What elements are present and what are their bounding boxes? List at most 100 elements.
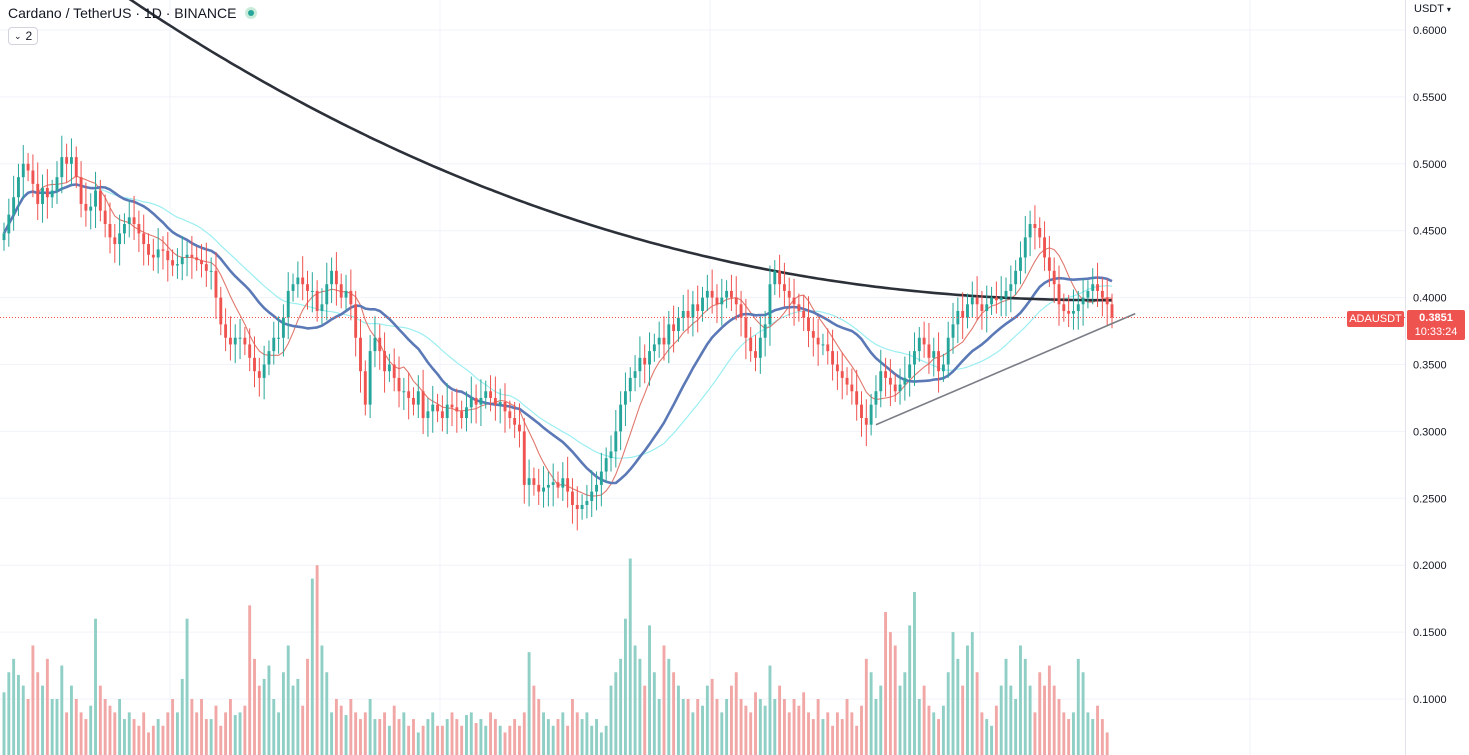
indicators-collapse-button[interactable]: ⌄ 2 xyxy=(8,27,39,45)
volume-bar xyxy=(884,612,888,755)
volume-bar xyxy=(349,699,353,755)
volume-bar xyxy=(744,705,748,755)
volume-bar xyxy=(1028,685,1032,755)
currency-selector[interactable]: USDT ▾ xyxy=(1414,3,1451,15)
price-tick-label: 0.3500 xyxy=(1413,360,1447,372)
candle-body xyxy=(445,404,449,419)
volume-bar xyxy=(835,712,839,755)
volume-bar xyxy=(469,712,473,755)
volume-bar xyxy=(917,699,921,755)
candle-body xyxy=(440,411,444,419)
candle-body xyxy=(966,304,969,318)
candle-body xyxy=(686,310,690,318)
volume-bar xyxy=(320,645,324,755)
volume-bar xyxy=(41,685,44,755)
candle-body xyxy=(1043,237,1047,258)
volume-bar xyxy=(999,685,1003,755)
candle-body xyxy=(787,290,791,298)
candle-body xyxy=(137,224,141,234)
chevron-down-icon: ▾ xyxy=(1446,5,1451,14)
candle-body xyxy=(55,177,59,191)
volume-bar xyxy=(956,658,960,755)
volume-bar xyxy=(224,712,228,755)
candle-body xyxy=(17,177,20,198)
volume-bar xyxy=(17,674,20,755)
volume-bar xyxy=(879,685,883,755)
volume-bar xyxy=(503,732,507,755)
candle-body xyxy=(739,304,743,318)
candle-body xyxy=(513,418,517,425)
candle-body xyxy=(108,224,112,238)
candle-body xyxy=(200,260,203,265)
volume-bar xyxy=(527,652,531,755)
symbol-title[interactable]: Cardano / TetherUS · 1D · BINANCE xyxy=(8,5,257,21)
candle-body xyxy=(1100,290,1104,298)
candle-body xyxy=(874,391,878,405)
candle-body xyxy=(715,297,719,305)
volume-bar xyxy=(1081,672,1085,755)
volume-bar xyxy=(113,712,117,755)
candle-body xyxy=(614,431,618,452)
candle-body xyxy=(306,284,309,291)
candle-body xyxy=(1062,304,1066,311)
candle-body xyxy=(643,357,647,365)
candle-body xyxy=(701,297,704,311)
volume-bar xyxy=(21,685,25,755)
candle-body xyxy=(691,304,695,318)
volume-bar xyxy=(994,705,998,755)
volume-bar xyxy=(185,618,189,755)
trendline xyxy=(875,312,1136,426)
candle-body xyxy=(50,190,54,198)
volume-bar xyxy=(286,645,290,755)
candle-body xyxy=(961,310,965,318)
candle-body xyxy=(12,197,16,215)
candle-body xyxy=(209,270,213,272)
candle-body xyxy=(296,277,300,285)
volume-bar xyxy=(89,705,93,755)
volume-bar xyxy=(571,699,574,755)
candle-body xyxy=(1091,284,1095,291)
volume-bar xyxy=(532,685,536,755)
candle-body xyxy=(860,404,863,419)
candle-body xyxy=(397,377,401,392)
volume-bar xyxy=(436,725,440,755)
candle-body xyxy=(566,478,570,492)
volume-bar xyxy=(754,692,757,755)
candle-body xyxy=(243,337,247,345)
candle-body xyxy=(518,424,521,432)
volume-bar xyxy=(556,719,560,755)
volume-bar xyxy=(729,685,733,755)
candle-body xyxy=(633,371,637,378)
volume-bar xyxy=(595,719,598,755)
candle-body xyxy=(1081,297,1085,305)
volume-bar xyxy=(1009,685,1013,755)
volume-bar xyxy=(272,699,276,755)
candle-body xyxy=(41,187,44,204)
candle-body xyxy=(228,337,232,345)
volume-bar xyxy=(156,719,160,755)
price-tick-label: 0.2000 xyxy=(1413,560,1447,572)
candle-body xyxy=(763,324,767,338)
volume-bar xyxy=(334,699,338,755)
volume-bar xyxy=(262,678,266,755)
candle-body xyxy=(79,177,83,204)
volume-bar xyxy=(7,672,11,755)
candle-body xyxy=(74,157,78,178)
volume-bar xyxy=(103,699,107,755)
candle-body xyxy=(542,487,545,492)
candle-body xyxy=(571,491,574,505)
volume-bar xyxy=(368,699,372,755)
candle-body xyxy=(320,304,324,311)
volume-bar xyxy=(951,632,955,755)
candle-body xyxy=(7,214,11,234)
volume-bar xyxy=(60,665,64,755)
candle-body xyxy=(267,351,271,365)
bar-countdown: 10:33:24 xyxy=(1414,326,1458,338)
candle-body xyxy=(412,397,415,405)
candle-body xyxy=(156,249,160,258)
volume-bar xyxy=(1043,685,1047,755)
candle-body xyxy=(744,317,748,338)
candle-body xyxy=(1023,237,1027,258)
symbol-title-text: Cardano / TetherUS · 1D · BINANCE xyxy=(8,5,237,21)
